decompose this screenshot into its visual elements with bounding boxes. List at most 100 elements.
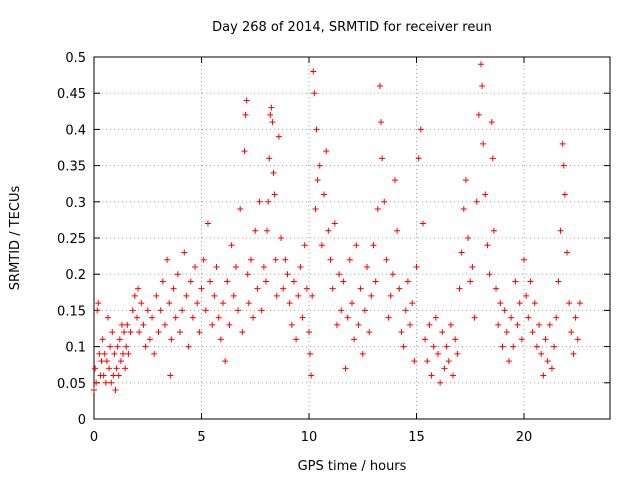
data-point xyxy=(516,300,523,307)
data-point xyxy=(179,307,186,314)
data-point xyxy=(413,263,420,270)
data-point xyxy=(450,372,457,379)
data-point xyxy=(256,198,263,205)
data-point xyxy=(555,278,562,285)
data-point xyxy=(445,358,452,365)
data-point xyxy=(161,321,168,328)
data-point xyxy=(103,358,110,365)
data-point xyxy=(385,314,392,321)
data-point xyxy=(254,285,261,292)
data-point xyxy=(258,307,265,314)
data-point xyxy=(232,263,239,270)
data-point xyxy=(106,365,113,372)
data-point xyxy=(267,111,274,118)
data-point xyxy=(92,365,99,372)
data-point xyxy=(172,314,179,321)
data-point xyxy=(346,256,353,263)
data-point xyxy=(222,358,229,365)
data-point xyxy=(551,343,558,350)
data-point xyxy=(271,191,278,198)
data-point xyxy=(247,256,254,263)
data-point xyxy=(480,140,487,147)
data-point xyxy=(361,307,368,314)
data-point xyxy=(359,350,366,357)
data-point xyxy=(525,314,532,321)
data-point xyxy=(155,329,162,336)
data-point xyxy=(424,358,431,365)
data-point xyxy=(116,336,123,343)
data-point xyxy=(467,278,474,285)
data-point xyxy=(244,271,251,278)
data-point xyxy=(469,263,476,270)
data-point xyxy=(514,321,521,328)
data-point xyxy=(242,111,249,118)
data-point xyxy=(379,155,386,162)
data-point xyxy=(167,372,174,379)
data-point xyxy=(329,285,336,292)
data-point xyxy=(138,300,145,307)
data-point xyxy=(265,198,272,205)
data-point xyxy=(297,263,304,270)
data-point xyxy=(140,321,147,328)
data-point xyxy=(338,307,345,314)
data-point xyxy=(252,227,259,234)
y-tick-label: 0.25 xyxy=(57,232,86,247)
data-point xyxy=(407,321,414,328)
data-point xyxy=(107,343,114,350)
data-point xyxy=(432,314,439,321)
data-point xyxy=(146,336,153,343)
data-point xyxy=(441,365,448,372)
data-point xyxy=(499,343,506,350)
data-point xyxy=(181,249,188,256)
data-point xyxy=(99,336,106,343)
data-point xyxy=(394,227,401,234)
data-point xyxy=(268,104,275,111)
y-tick-label: 0.35 xyxy=(57,160,86,175)
data-point xyxy=(134,314,140,321)
data-point xyxy=(269,119,276,126)
data-point xyxy=(118,321,125,328)
data-point xyxy=(295,292,302,299)
data-point xyxy=(374,206,381,213)
data-point xyxy=(501,307,508,314)
data-point xyxy=(121,329,128,336)
data-point xyxy=(114,343,121,350)
data-point xyxy=(200,256,207,263)
data-point xyxy=(572,314,579,321)
y-axis-label: SRMTID / TECUs xyxy=(8,186,23,291)
data-point xyxy=(383,256,390,263)
data-point xyxy=(112,387,119,394)
data-point xyxy=(452,336,459,343)
data-point xyxy=(144,307,151,314)
data-point xyxy=(372,278,379,285)
data-point xyxy=(202,307,209,314)
data-point xyxy=(270,169,277,176)
data-point xyxy=(479,82,486,89)
data-point xyxy=(115,372,122,379)
data-point xyxy=(538,350,545,357)
data-point xyxy=(497,300,504,307)
data-point xyxy=(351,336,358,343)
data-point xyxy=(493,285,500,292)
data-point xyxy=(91,387,97,394)
data-point xyxy=(318,242,325,249)
x-tick-label: 0 xyxy=(90,430,98,445)
data-point xyxy=(419,220,426,227)
data-point xyxy=(288,321,295,328)
data-point xyxy=(311,90,318,97)
data-point xyxy=(266,155,273,162)
data-point xyxy=(411,358,418,365)
data-point xyxy=(275,133,282,140)
data-point xyxy=(340,278,347,285)
data-point xyxy=(303,285,310,292)
data-point xyxy=(527,278,534,285)
data-point xyxy=(533,343,540,350)
data-point xyxy=(108,379,115,386)
data-point xyxy=(312,206,319,213)
data-point xyxy=(536,321,543,328)
data-point xyxy=(512,278,519,285)
data-point xyxy=(574,336,581,343)
data-point xyxy=(428,372,435,379)
data-point xyxy=(402,307,409,314)
data-point xyxy=(523,292,530,299)
